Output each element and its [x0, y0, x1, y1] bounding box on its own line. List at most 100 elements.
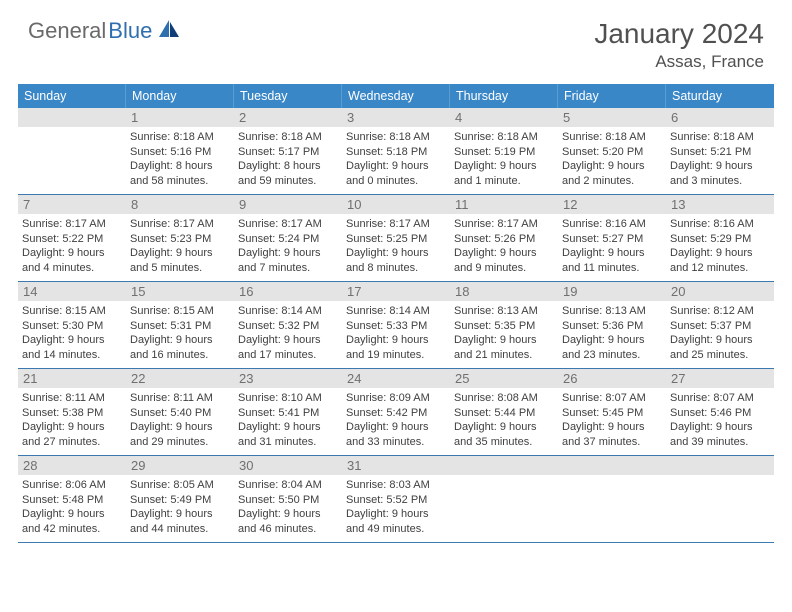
day-cell: 23 Sunrise: 8:10 AMSunset: 5:41 PMDayligh… [234, 369, 342, 455]
day-number: 23 [234, 369, 342, 388]
day-cell: 25Sunrise: 8:08 AMSunset: 5:44 PMDayligh… [450, 369, 558, 455]
day-number: 25 [450, 369, 558, 388]
week-row: 21Sunrise: 8:11 AMSunset: 5:38 PMDayligh… [18, 369, 774, 456]
logo-text-blue: Blue [108, 18, 152, 44]
day-info-line: Sunset: 5:23 PM [130, 232, 230, 247]
day-info-line: and 27 minutes. [22, 435, 122, 450]
day-info-line: Daylight: 9 hours [346, 333, 446, 348]
day-info-line: Sunset: 5:22 PM [22, 232, 122, 247]
day-number: 7 [18, 195, 126, 214]
day-info-line: Sunrise: 8:18 AM [238, 130, 338, 145]
week-row: 28Sunrise: 8:06 AMSunset: 5:48 PMDayligh… [18, 456, 774, 543]
day-info-line: and 1 minute. [454, 174, 554, 189]
day-info-line: Sunset: 5:45 PM [562, 406, 662, 421]
day-number: 31 [342, 456, 450, 475]
day-cell: 3Sunrise: 8:18 AMSunset: 5:18 PMDaylight… [342, 108, 450, 194]
day-info-line: Daylight: 9 hours [22, 246, 122, 261]
day-info-line: Daylight: 9 hours [562, 333, 662, 348]
day-info-line: Sunrise: 8:07 AM [670, 391, 770, 406]
day-info-line: Daylight: 8 hours [238, 159, 338, 174]
month-title: January 2024 [594, 18, 764, 50]
day-info-line: Sunset: 5:50 PM [238, 493, 338, 508]
day-cell: 18Sunrise: 8:13 AMSunset: 5:35 PMDayligh… [450, 282, 558, 368]
day-cell: 27Sunrise: 8:07 AMSunset: 5:46 PMDayligh… [666, 369, 774, 455]
day-info-line: and 7 minutes. [238, 261, 338, 276]
day-number: 24 [342, 369, 450, 388]
day-info-line: and 29 minutes. [130, 435, 230, 450]
day-number: 15 [126, 282, 234, 301]
day-info-line: Daylight: 9 hours [238, 507, 338, 522]
day-info-line: Daylight: 9 hours [346, 507, 446, 522]
day-info-line: Sunrise: 8:11 AM [22, 391, 122, 406]
day-cell: 7 Sunrise: 8:17 AMSunset: 5:22 PMDaylight… [18, 195, 126, 281]
day-info-line: Daylight: 9 hours [130, 507, 230, 522]
day-number: 21 [18, 369, 126, 388]
day-info-line: Sunset: 5:49 PM [130, 493, 230, 508]
day-number: 3 [342, 108, 450, 127]
day-info-line: Sunrise: 8:17 AM [22, 217, 122, 232]
week-row: 1Sunrise: 8:18 AMSunset: 5:16 PMDaylight… [18, 108, 774, 195]
day-cell: 16Sunrise: 8:14 AMSunset: 5:32 PMDayligh… [234, 282, 342, 368]
day-cell: 17Sunrise: 8:14 AMSunset: 5:33 PMDayligh… [342, 282, 450, 368]
day-info-line: Sunset: 5:52 PM [346, 493, 446, 508]
day-info-line: and 14 minutes. [22, 348, 122, 363]
day-info-line: Sunset: 5:30 PM [22, 319, 122, 334]
day-info-line: Daylight: 9 hours [346, 159, 446, 174]
day-info-line: Sunrise: 8:17 AM [238, 217, 338, 232]
day-info-line: Sunrise: 8:04 AM [238, 478, 338, 493]
day-cell: 6Sunrise: 8:18 AMSunset: 5:21 PMDaylight… [666, 108, 774, 194]
day-number: 4 [450, 108, 558, 127]
day-cell: 31 Sunrise: 8:03 AMSunset: 5:52 PMDayligh… [342, 456, 450, 542]
day-info-line: Sunrise: 8:14 AM [346, 304, 446, 319]
day-info-line: Sunrise: 8:08 AM [454, 391, 554, 406]
day-cell: 20Sunrise: 8:12 AMSunset: 5:37 PMDayligh… [666, 282, 774, 368]
day-cell: 4Sunrise: 8:18 AMSunset: 5:19 PMDaylight… [450, 108, 558, 194]
day-cell: 22Sunrise: 8:11 AMSunset: 5:40 PMDayligh… [126, 369, 234, 455]
day-info-line: Daylight: 9 hours [670, 246, 770, 261]
day-info-line: Sunset: 5:35 PM [454, 319, 554, 334]
day-header-cell: Wednesday [342, 84, 450, 108]
day-info-line: Sunset: 5:37 PM [670, 319, 770, 334]
day-cell: 5Sunrise: 8:18 AMSunset: 5:20 PMDaylight… [558, 108, 666, 194]
day-number: 12 [558, 195, 666, 214]
day-info-line: Sunrise: 8:14 AM [238, 304, 338, 319]
day-info-line: Daylight: 9 hours [238, 420, 338, 435]
logo-text-general: General [28, 18, 106, 44]
day-number: 10 [342, 195, 450, 214]
day-number: 17 [342, 282, 450, 301]
day-info-line: and 0 minutes. [346, 174, 446, 189]
day-header-cell: Saturday [666, 84, 774, 108]
day-info-line: Sunset: 5:42 PM [346, 406, 446, 421]
day-info-line: and 31 minutes. [238, 435, 338, 450]
day-cell: 9Sunrise: 8:17 AMSunset: 5:24 PMDaylight… [234, 195, 342, 281]
day-info-line: Daylight: 9 hours [130, 246, 230, 261]
empty-day-cell [450, 456, 558, 542]
day-info-line: Sunrise: 8:07 AM [562, 391, 662, 406]
day-info-line: Daylight: 9 hours [670, 159, 770, 174]
day-header-cell: Thursday [450, 84, 558, 108]
day-info-line: Sunset: 5:17 PM [238, 145, 338, 160]
empty-day-cell [558, 456, 666, 542]
empty-day-bar [666, 456, 774, 475]
day-info-line: Daylight: 9 hours [22, 507, 122, 522]
day-number: 20 [666, 282, 774, 301]
location-label: Assas, France [594, 52, 764, 72]
day-number: 28 [18, 456, 126, 475]
day-info-line: Sunset: 5:32 PM [238, 319, 338, 334]
day-number: 14 [18, 282, 126, 301]
day-info-line: and 23 minutes. [562, 348, 662, 363]
day-cell: 30Sunrise: 8:04 AMSunset: 5:50 PMDayligh… [234, 456, 342, 542]
day-info-line: Sunrise: 8:03 AM [346, 478, 446, 493]
day-number: 18 [450, 282, 558, 301]
day-cell: 26Sunrise: 8:07 AMSunset: 5:45 PMDayligh… [558, 369, 666, 455]
day-info-line: Sunrise: 8:10 AM [238, 391, 338, 406]
day-info-line: Sunrise: 8:12 AM [670, 304, 770, 319]
empty-day-bar [450, 456, 558, 475]
day-info-line: Sunset: 5:41 PM [238, 406, 338, 421]
day-info-line: and 44 minutes. [130, 522, 230, 537]
empty-day-cell [18, 108, 126, 194]
day-info-line: Sunset: 5:26 PM [454, 232, 554, 247]
day-info-line: Sunrise: 8:18 AM [130, 130, 230, 145]
day-info-line: and 59 minutes. [238, 174, 338, 189]
day-number: 27 [666, 369, 774, 388]
